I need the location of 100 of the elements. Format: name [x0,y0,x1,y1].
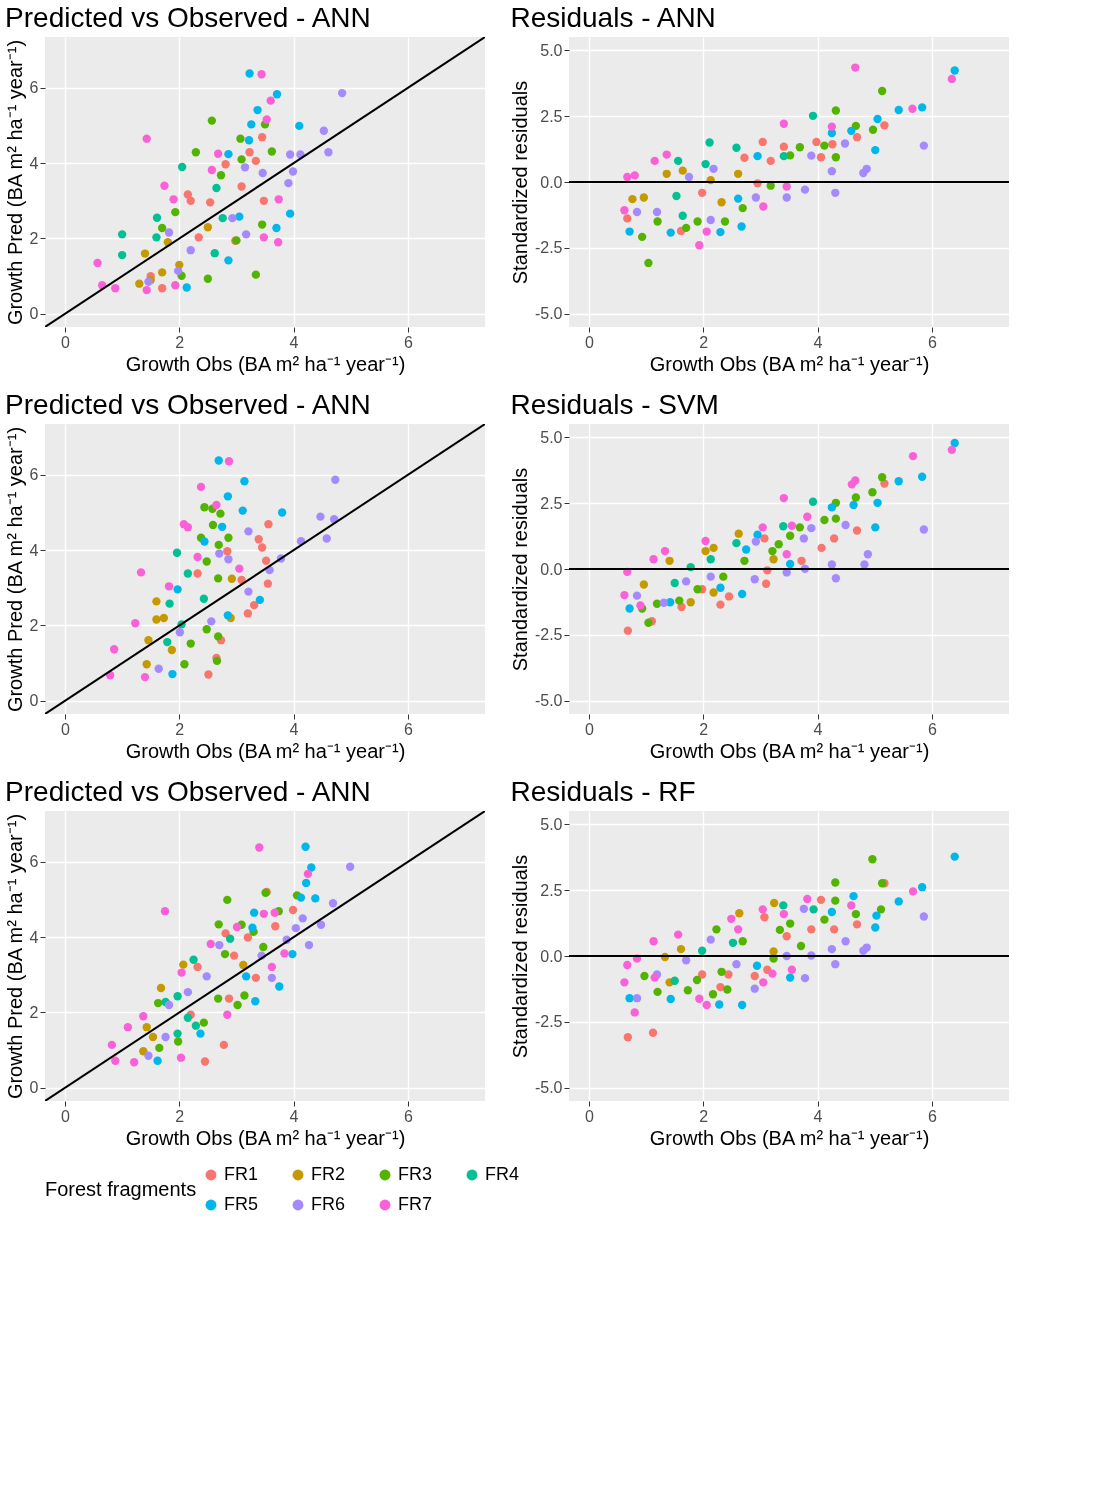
point [296,893,306,902]
point [877,473,887,482]
x-tick-label: 4 [813,1107,823,1125]
point [224,555,233,564]
point [164,1000,174,1010]
point [259,942,268,952]
legend-label: FR7 [398,1194,433,1214]
point [177,968,186,977]
point [799,534,809,543]
y-axis-title: Growth Pred (BA m² ha⁻¹ year⁻¹) [3,39,26,326]
point [769,555,778,564]
point [695,994,704,1003]
point [322,534,331,543]
x-axis-title: Growth Obs (BA m² ha⁻¹ year⁻¹) [125,739,406,762]
point [662,169,671,178]
point [223,547,232,556]
point [950,438,959,448]
point [808,111,818,120]
point [681,956,691,965]
point [274,195,283,204]
point [779,522,788,531]
point [737,222,746,231]
point [775,925,785,935]
point [760,913,769,922]
point [219,1040,229,1050]
point [237,182,246,191]
point [186,196,195,206]
point [186,639,195,648]
point [686,598,695,607]
point [666,228,675,237]
point [200,1057,210,1066]
point [816,153,826,162]
point [716,227,725,237]
point [670,976,679,985]
point [255,843,264,852]
point [733,925,743,934]
point [724,970,733,979]
point [692,975,702,985]
y-tick-label: -5.0 [534,305,563,323]
point [831,574,841,583]
point [200,537,209,546]
point [666,994,675,1004]
point [216,171,226,180]
point [829,925,839,934]
point [734,529,743,538]
point [768,546,777,556]
point [808,497,818,506]
point [272,90,282,99]
point [782,550,791,559]
point [871,145,880,155]
point [117,250,127,260]
point [828,140,837,149]
point [840,139,850,148]
point [288,905,298,915]
point [271,922,280,931]
point [820,915,829,924]
point [207,617,216,626]
point [210,249,219,258]
point [152,597,161,606]
point [623,172,632,182]
point [868,855,877,864]
legend-label: FR2 [311,1164,346,1184]
y-tick-label: 0.0 [540,560,563,578]
point [831,153,841,162]
point [827,122,837,131]
point [215,940,224,950]
point [172,548,182,557]
point [677,602,686,612]
point [144,636,153,645]
point [716,600,725,609]
point [224,533,233,542]
point [800,973,810,983]
point [207,116,217,125]
point [673,156,683,166]
point [847,126,856,136]
y-tick-label: 5.0 [540,815,563,833]
point [277,508,287,517]
point [684,172,694,182]
point [157,284,167,293]
y-tick-label: -2.5 [534,239,563,257]
point [717,967,726,976]
y-tick-label: 2.5 [540,494,563,512]
point [254,535,263,544]
point [644,258,653,268]
point [224,457,234,466]
point [316,512,325,521]
point [117,230,127,239]
point [720,217,730,226]
point [183,190,193,199]
point [827,167,837,176]
point [264,520,273,529]
point [785,531,795,540]
point [202,557,211,566]
point [154,664,163,673]
point [860,560,869,569]
point [244,587,253,596]
point [213,994,223,1003]
point [701,536,710,546]
point [199,1018,209,1027]
point [632,994,642,1003]
